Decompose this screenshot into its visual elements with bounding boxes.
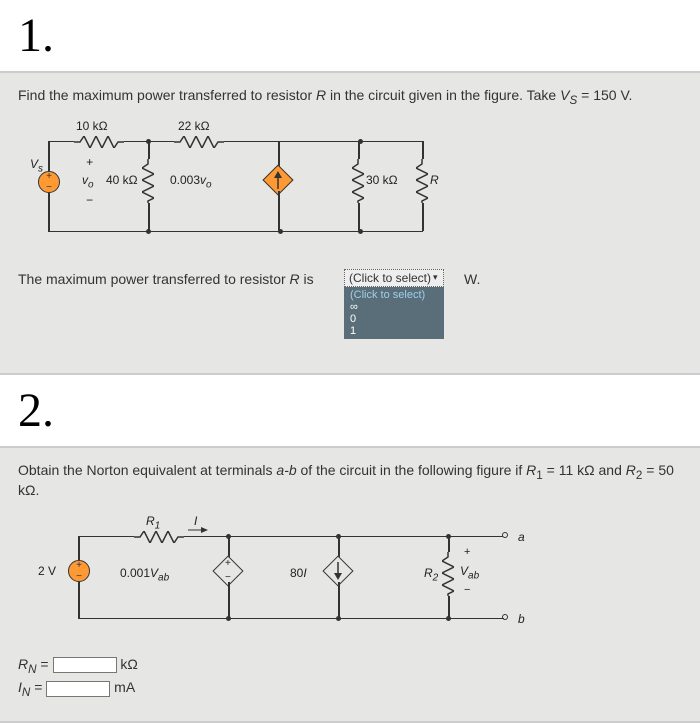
IN-input[interactable] (46, 681, 110, 697)
q1-circuit: 10 kΩ 22 kΩ +− Vs + vo − 40 kΩ 0.003vo (28, 121, 682, 261)
q2-R1: R (526, 462, 536, 478)
q1-Rvar: R (316, 87, 326, 103)
q2-ab: a-b (276, 462, 296, 478)
RN-unit: kΩ (117, 656, 138, 672)
vo-plus: + (86, 155, 93, 169)
q1-opt-2[interactable]: 1 (350, 325, 438, 337)
r3-label: 40 kΩ (106, 173, 138, 187)
q1-opt-1[interactable]: 0 (350, 313, 438, 325)
r2-label: 22 kΩ (178, 119, 210, 133)
q1-dd-placeholder: (Click to select) (349, 271, 431, 285)
R1-symbol (134, 530, 184, 542)
q1-ans-R: R (290, 271, 300, 287)
depV-label: 0.001Vab (120, 566, 169, 583)
R-symbol (416, 159, 428, 203)
R2-symbol (442, 552, 454, 596)
q2-number: 2. (0, 375, 700, 446)
RN-row: RN = kΩ (18, 656, 682, 676)
vs2-source-icon: +− (68, 560, 90, 582)
q1-dd-hint: (Click to select) (350, 289, 438, 301)
vab-plus: + (464, 546, 470, 558)
r3-symbol (142, 159, 154, 203)
depI-label: 80I (290, 566, 307, 580)
q1-prompt-mid: in the circuit given in the figure. Take (326, 87, 560, 103)
q1-prompt: Find the maximum power transferred to re… (18, 87, 682, 107)
q1-ans-mid: is (300, 271, 314, 287)
r2-symbol (174, 135, 224, 147)
q1-dropdown[interactable]: (Click to select)▾ (Click to select) ∞ 0… (344, 269, 444, 339)
IN-row: IN = mA (18, 679, 682, 699)
R2-label: R2 (424, 566, 438, 583)
q1-section: Find the maximum power transferred to re… (0, 71, 700, 375)
q1-prompt-pre: Find the maximum power transferred to re… (18, 87, 316, 103)
R-label: R (430, 173, 439, 187)
b-label: b (518, 612, 525, 626)
depV-plus: + (225, 558, 231, 569)
vo-minus: − (86, 193, 93, 207)
q2-prompt-pre: Obtain the Norton equivalent at terminal… (18, 462, 276, 478)
q2-R2: R (626, 462, 636, 478)
vab-label: Vab (460, 564, 479, 581)
RN-label: R (18, 656, 28, 672)
IN-unit: mA (110, 679, 135, 695)
r4-label: 30 kΩ (366, 173, 398, 187)
chevron-down-icon: ▾ (433, 272, 438, 283)
q1-dropdown-list: (Click to select) ∞ 0 1 (344, 287, 444, 339)
q2-answers: RN = kΩ IN = mA (18, 656, 682, 700)
r1-label: 10 kΩ (76, 119, 108, 133)
q1-number: 1. (0, 0, 700, 71)
IN-eq: = (30, 679, 46, 695)
r1-symbol (74, 135, 124, 147)
q1-ans-post: W. (464, 271, 480, 287)
depsrc-label: 0.003vo (170, 173, 212, 190)
vo-label: vo (82, 173, 94, 190)
RN-input[interactable] (53, 657, 117, 673)
q2-eq1: = 11 kΩ and (543, 462, 626, 478)
q1-eq: = 150 V. (577, 87, 632, 103)
a-label: a (518, 530, 525, 544)
RN-sub: N (28, 662, 36, 675)
vs2-label: 2 V (38, 564, 56, 578)
q2-circuit: +− 2 V R1 I + − 0.001Vab 80I R2 + Vab (28, 512, 682, 642)
q1-ans-pre: The maximum power transferred to resisto… (18, 271, 290, 287)
vab-minus: − (464, 584, 470, 596)
q1-opt-0[interactable]: ∞ (350, 301, 438, 313)
terminal-a (502, 532, 508, 538)
vs-label: Vs (30, 157, 43, 174)
q1-dropdown-top[interactable]: (Click to select)▾ (344, 269, 444, 287)
q2-section: Obtain the Norton equivalent at terminal… (0, 446, 700, 723)
q1-answer-line: The maximum power transferred to resisto… (18, 271, 682, 351)
R1-label: R1 (146, 514, 160, 531)
RN-eq: = (37, 656, 53, 672)
q2-prompt: Obtain the Norton equivalent at terminal… (18, 462, 682, 498)
r4-symbol (352, 159, 364, 203)
q2-prompt-mid: of the circuit in the following figure i… (297, 462, 527, 478)
